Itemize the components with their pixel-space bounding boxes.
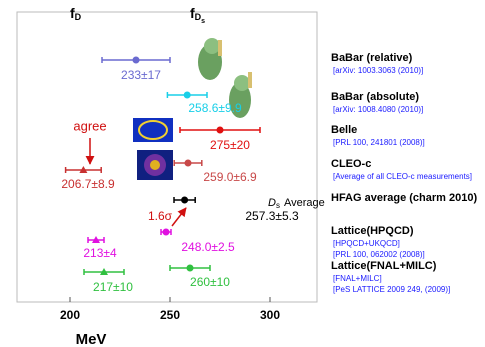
value-label: 217±10 (93, 280, 133, 294)
value-label: 206.7±8.9 (61, 177, 115, 191)
plot-frame (16, 11, 318, 303)
legend-ref: [Average of all CLEO-c measurements] (333, 172, 472, 181)
legend-ref: [HPQCD+UKQCD] (333, 239, 400, 248)
annotation: Ds Average (268, 197, 325, 210)
legend-heading: CLEO-c (331, 158, 371, 170)
column-label: fDs (190, 5, 205, 25)
marker (216, 126, 224, 134)
value-label: 257.3±5.3 (245, 209, 299, 223)
column-label-subsub: s (201, 18, 205, 25)
marker (92, 236, 100, 243)
marker (181, 196, 189, 204)
annotation-symbol: D (268, 197, 276, 209)
legend-heading: BaBar (relative) (331, 52, 413, 64)
x-tick-label: 300 (260, 308, 280, 322)
column-label-symbol: f (70, 5, 75, 21)
legend-ref: [PRL 100, 241801 (2008)] (333, 138, 425, 147)
marker (100, 268, 108, 275)
arrow (171, 207, 187, 227)
annotation: 1.6σ (148, 209, 173, 223)
x-tick-label: 200 (60, 308, 80, 322)
value-label: 260±10 (190, 275, 230, 289)
value-label: 259.0±6.9 (203, 170, 257, 184)
marker (132, 56, 140, 64)
legend-ref: [PeS LATTICE 2009 249, (2009)] (333, 285, 450, 294)
marker (79, 166, 88, 173)
cartoon-1 (196, 38, 226, 88)
marker (183, 91, 191, 99)
value-label: 258.6±9.9 (188, 101, 242, 115)
annotation-sub: s (276, 201, 280, 210)
cartoon-2 (229, 72, 252, 118)
value-label: 233±17 (121, 68, 161, 82)
column-label-sub: D (195, 12, 202, 22)
column-label-symbol: f (190, 5, 195, 21)
annotation: agree (73, 118, 106, 133)
value-label: 248.0±2.5 (181, 240, 235, 254)
annotation-text: Average (284, 197, 325, 209)
x-tick-label: 250 (160, 308, 180, 322)
legend-ref: [PRL 100, 062002 (2008)] (333, 250, 425, 259)
x-axis-title: MeV (76, 331, 107, 347)
value-label: 275±20 (210, 138, 250, 152)
legend-heading: BaBar (absolute) (331, 91, 419, 103)
marker (186, 264, 194, 272)
legend-ref: [arXiv: 1008.4080 (2010)] (333, 105, 423, 114)
belle-logo (133, 118, 173, 142)
marker (162, 228, 170, 236)
marker (184, 159, 192, 167)
cleo-logo (137, 150, 173, 180)
legend-heading: Belle (331, 124, 357, 136)
column-label-sub: D (75, 12, 82, 22)
column-label: fD (70, 5, 82, 23)
legend-ref: [FNAL+MILC] (333, 274, 382, 283)
legend-ref: [arXiv: 1003.3063 (2010)] (333, 66, 423, 75)
value-label: 213±4 (83, 246, 117, 260)
legend-heading: Lattice(HPQCD) (331, 225, 414, 237)
legend-heading: HFAG average (charm 2010) (331, 192, 477, 204)
legend-heading: Lattice(FNAL+MILC) (331, 260, 437, 272)
